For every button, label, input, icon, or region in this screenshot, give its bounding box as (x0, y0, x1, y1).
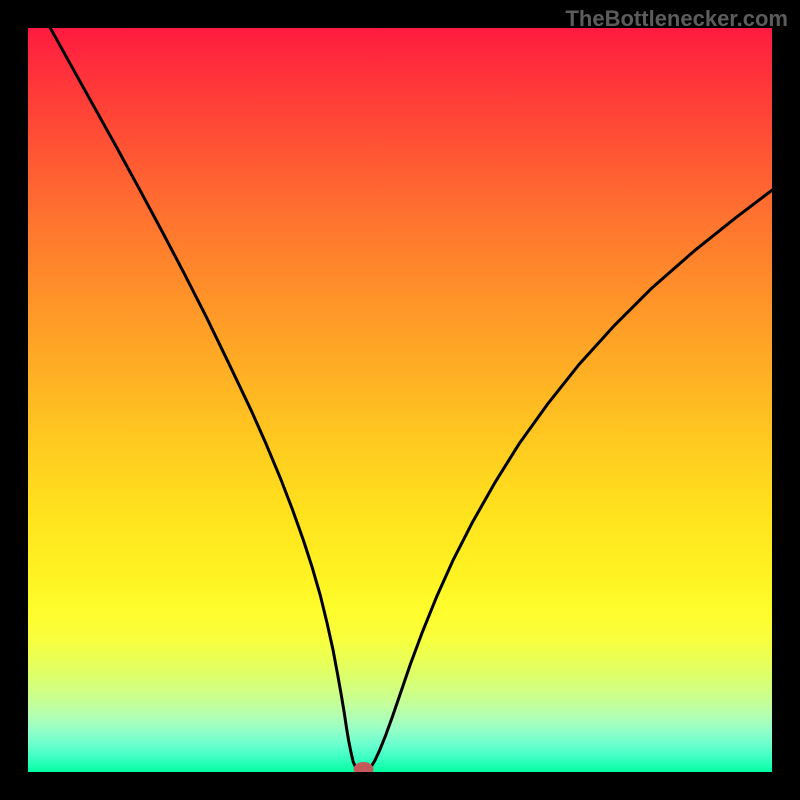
watermark-text: TheBottlenecker.com (565, 6, 788, 32)
plot-area (28, 28, 772, 772)
gradient-background (28, 28, 772, 772)
plot-svg (28, 28, 772, 772)
chart-frame: TheBottlenecker.com (0, 0, 800, 800)
